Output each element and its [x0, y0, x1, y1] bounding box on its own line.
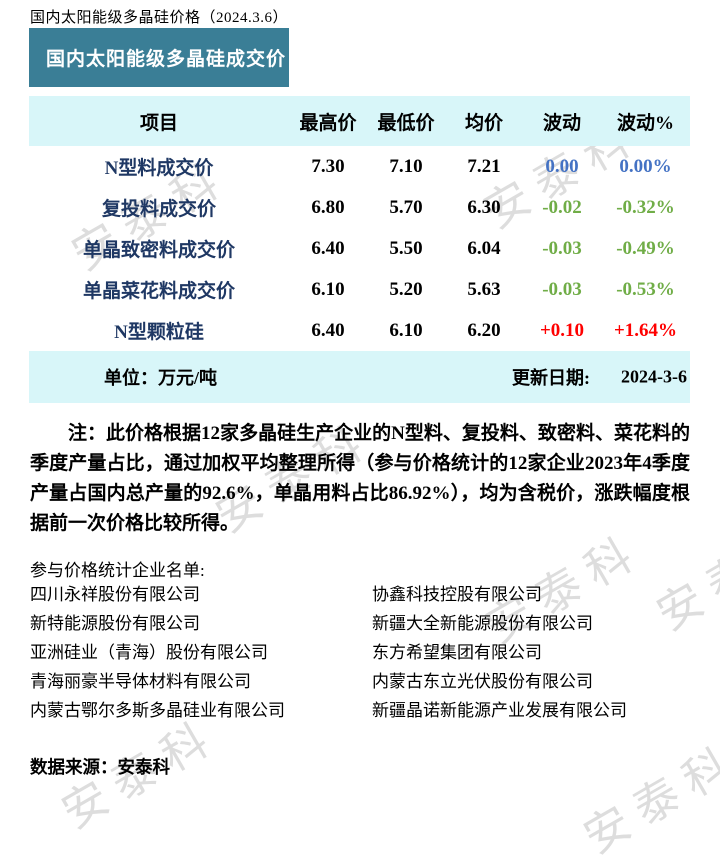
row-avg-value: 6.20 [467, 319, 501, 341]
company-name: 青海丽豪半导体材料有限公司 [30, 672, 251, 691]
page-title: 国内太阳能级多晶硅价格（2024.3.6） [30, 10, 289, 26]
company-name: 四川永祥股份有限公司 [30, 585, 200, 604]
table-row: 单晶菜花料成交价 6.10 5.20 5.63 -0.03 -0.53% [29, 269, 690, 310]
column-header-avg: 均价 [464, 112, 503, 134]
table-row: 复投料成交价 6.80 5.70 6.30 -0.02 -0.32% [29, 187, 690, 228]
section-banner-label: 国内太阳能级多晶硅成交价 [46, 49, 287, 70]
company-name: 新疆大全新能源股份有限公司 [372, 614, 593, 633]
row-low-value: 7.10 [389, 155, 423, 177]
company-name: 内蒙古鄂尔多斯多晶硅业有限公司 [30, 701, 285, 720]
row-change-value: 0.00 [545, 155, 579, 177]
list-item: 四川永祥股份有限公司 协鑫科技控股有限公司 [30, 580, 690, 609]
company-name: 亚洲硅业（青海）股份有限公司 [30, 643, 268, 662]
row-avg-value: 6.30 [467, 196, 501, 218]
price-table: 项目 最高价 最低价 均价 波动 波动% N型料成交价 7.30 7.10 7.… [29, 96, 690, 403]
row-item-label: 复投料成交价 [101, 199, 216, 220]
row-high-value: 6.80 [311, 196, 345, 218]
row-change-pct-value: -0.32% [616, 196, 675, 218]
row-item-label: 单晶致密料成交价 [82, 240, 235, 261]
company-name: 协鑫科技控股有限公司 [372, 585, 542, 604]
row-item-label: 单晶菜花料成交价 [82, 281, 235, 302]
row-change-value: -0.03 [542, 278, 582, 300]
row-change-pct-value: 0.00% [619, 155, 672, 177]
row-low-value: 6.10 [389, 319, 423, 341]
row-high-value: 6.40 [311, 319, 345, 341]
row-change-value: -0.03 [542, 237, 582, 259]
column-header-low: 最低价 [377, 112, 435, 134]
row-low-value: 5.70 [389, 196, 423, 218]
row-high-value: 6.40 [311, 237, 345, 259]
row-item-label: N型料成交价 [104, 158, 214, 179]
list-item: 新特能源股份有限公司 新疆大全新能源股份有限公司 [30, 609, 690, 638]
table-row: N型颗粒硅 6.40 6.10 6.20 +0.10 +1.64% [29, 310, 690, 351]
section-banner: 国内太阳能级多晶硅成交价 [29, 28, 289, 87]
company-name: 内蒙古东立光伏股份有限公司 [372, 672, 593, 691]
row-avg-value: 5.63 [467, 278, 501, 300]
row-low-value: 5.20 [389, 278, 423, 300]
participants-list: 四川永祥股份有限公司 协鑫科技控股有限公司 新特能源股份有限公司 新疆大全新能源… [30, 580, 690, 725]
company-name: 新特能源股份有限公司 [30, 614, 200, 633]
row-change-value: +0.10 [539, 319, 585, 341]
column-header-high: 最高价 [299, 112, 357, 134]
row-change-value: -0.02 [542, 196, 582, 218]
company-name: 东方希望集团有限公司 [372, 643, 542, 662]
row-change-pct-value: -0.49% [616, 237, 675, 259]
column-header-item: 项目 [139, 112, 178, 134]
table-row: 单晶致密料成交价 6.40 5.50 6.04 -0.03 -0.49% [29, 228, 690, 269]
data-source: 数据来源：安泰科 [30, 757, 170, 777]
list-item: 亚洲硅业（青海）股份有限公司 东方希望集团有限公司 [30, 638, 690, 667]
row-avg-value: 6.04 [467, 237, 501, 259]
row-high-value: 6.10 [311, 278, 345, 300]
antaike-watermark: 安泰科 [575, 734, 720, 864]
row-low-value: 5.50 [389, 237, 423, 259]
column-header-change-pct: 波动% [616, 112, 674, 134]
update-date-value: 2024-3-6 [621, 366, 687, 387]
list-item: 内蒙古鄂尔多斯多晶硅业有限公司 新疆晶诺新能源产业发展有限公司 [30, 696, 690, 725]
row-item-label: N型颗粒硅 [114, 322, 204, 343]
table-footer-row: 单位：万元/吨 更新日期: 2024-3-6 [29, 351, 690, 403]
unit-label: 单位：万元/吨 [104, 368, 218, 388]
row-change-pct-value: -0.53% [616, 278, 675, 300]
update-date-label: 更新日期: [512, 368, 590, 388]
row-change-pct-value: +1.64% [613, 319, 678, 341]
price-note: 注：此价格根据12家多晶硅生产企业的N型料、复投料、致密料、菜花料的季度产量占比… [30, 423, 690, 534]
row-avg-value: 7.21 [467, 155, 501, 177]
row-high-value: 7.30 [311, 155, 345, 177]
participants-heading: 参与价格统计企业名单: [30, 561, 205, 580]
table-header-row: 项目 最高价 最低价 均价 波动 波动% [29, 96, 690, 146]
column-header-change: 波动 [542, 112, 581, 134]
list-item: 青海丽豪半导体材料有限公司 内蒙古东立光伏股份有限公司 [30, 667, 690, 696]
table-row: N型料成交价 7.30 7.10 7.21 0.00 0.00% [29, 146, 690, 187]
company-name: 新疆晶诺新能源产业发展有限公司 [372, 701, 627, 720]
